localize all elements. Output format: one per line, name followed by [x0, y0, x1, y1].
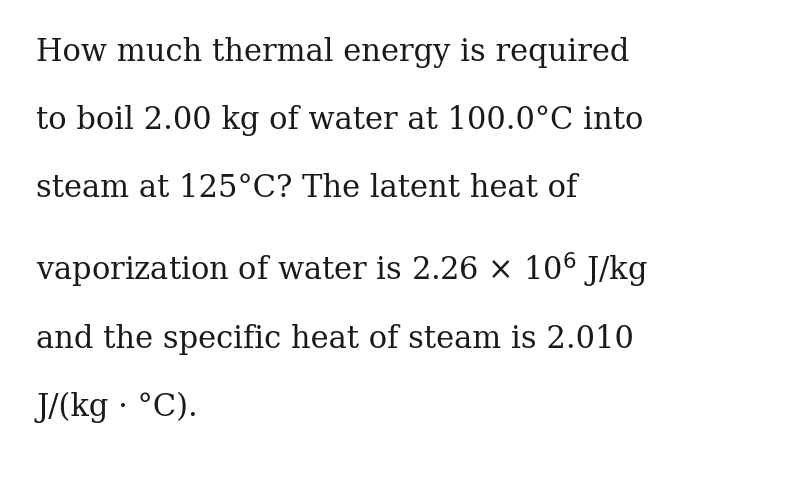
Text: J/(kg · °C).: J/(kg · °C).	[36, 392, 198, 423]
Text: to boil 2.00 kg of water at 100.0°C into: to boil 2.00 kg of water at 100.0°C into	[36, 105, 643, 136]
Text: steam at 125°C? The latent heat of: steam at 125°C? The latent heat of	[36, 173, 578, 204]
Text: vaporization of water is 2.26 × 10$^6$ J/kg: vaporization of water is 2.26 × 10$^6$ J…	[36, 250, 648, 290]
Text: How much thermal energy is required: How much thermal energy is required	[36, 37, 630, 68]
Text: and the specific heat of steam is 2.010: and the specific heat of steam is 2.010	[36, 324, 634, 355]
